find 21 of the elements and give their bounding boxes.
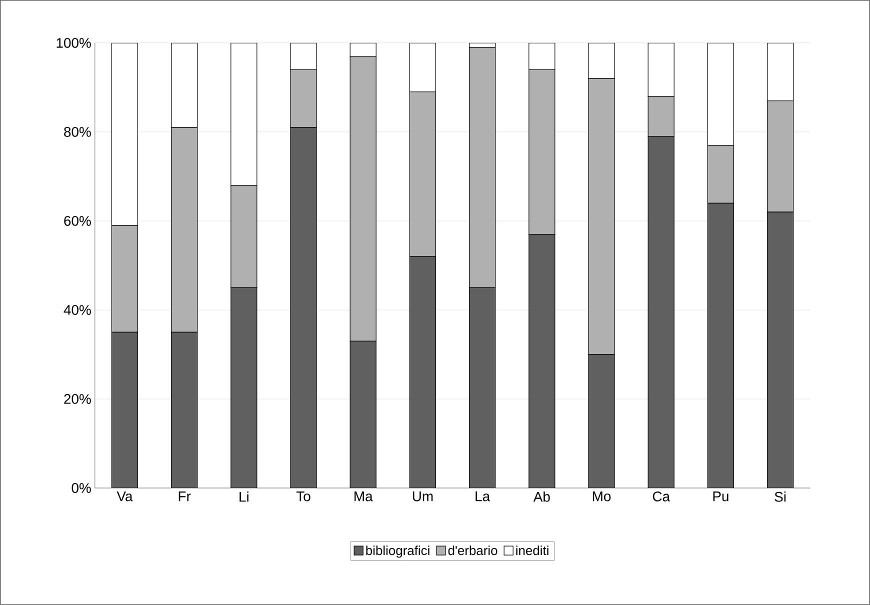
legend-label: bibliografici xyxy=(366,546,430,558)
x-tick-label: La xyxy=(476,492,490,502)
y-tick-label: 40% xyxy=(64,305,91,315)
legend-label: inediti xyxy=(516,546,548,556)
x-tick-label: Fr xyxy=(178,492,191,502)
x-tick-label: Va xyxy=(116,492,133,502)
y-tick-label: 20% xyxy=(64,394,91,404)
x-tick-label: Mo xyxy=(592,492,611,502)
x-tick-label: Si xyxy=(774,492,786,502)
x-tick-label: Pu xyxy=(713,492,728,502)
x-tick-label: Um xyxy=(412,492,433,502)
y-tick-label: 60% xyxy=(64,216,91,226)
legend-label: d'erbario xyxy=(448,546,498,556)
y-tick-label: 100% xyxy=(56,38,91,48)
x-tick-label: Ca xyxy=(652,492,670,502)
x-tick-label: To xyxy=(296,492,310,502)
x-tick-label: Li xyxy=(240,492,248,502)
x-tick-label: Ma xyxy=(354,492,373,502)
y-tick-label: 0% xyxy=(72,483,91,493)
x-tick-label: Ab xyxy=(533,492,550,502)
y-tick-label: 80% xyxy=(64,127,91,137)
